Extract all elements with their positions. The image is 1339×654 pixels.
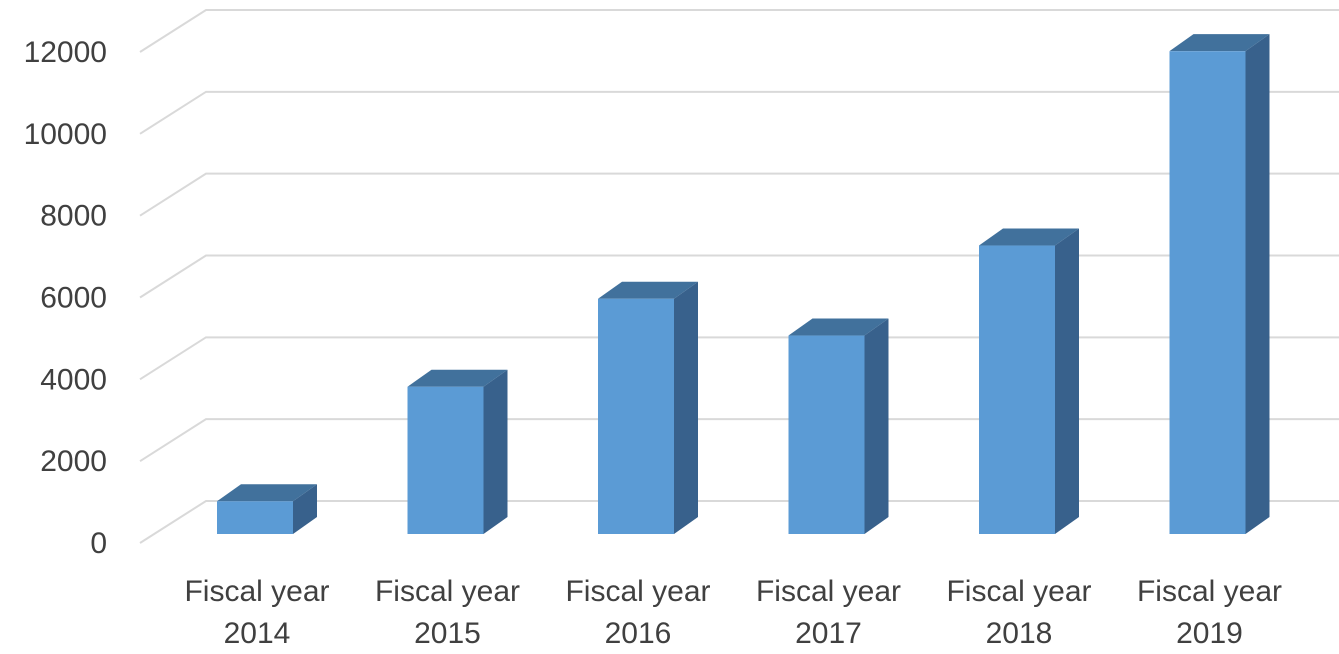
- gridline: [139, 418, 1339, 463]
- gridline: [139, 500, 1339, 544]
- y-tick-label: 6000: [40, 282, 107, 315]
- bar-top: [788, 318, 889, 336]
- bar-top: [979, 228, 1079, 246]
- x-category-label: Fiscal year 2014: [184, 575, 329, 649]
- x-category-label: Fiscal year 2019: [1137, 575, 1282, 649]
- bar-side: [293, 484, 317, 534]
- bar: [979, 228, 1079, 534]
- bar-top: [598, 281, 698, 299]
- bars: [217, 34, 1270, 534]
- bar-side: [483, 369, 508, 534]
- y-tick-label: 0: [90, 527, 107, 560]
- x-category-label: Fiscal year 2016: [565, 575, 710, 649]
- gridline: [139, 9, 1339, 53]
- bar-front: [979, 245, 1055, 534]
- bar: [1169, 34, 1270, 534]
- y-tick-label: 12000: [24, 36, 107, 69]
- bar-front: [1169, 51, 1246, 534]
- bar-side: [864, 318, 889, 534]
- y-tick-label: 2000: [40, 445, 107, 478]
- bar-front: [407, 386, 484, 534]
- y-tick-label: 4000: [40, 363, 107, 396]
- x-category-label: Fiscal year 2018: [946, 575, 1091, 649]
- gridline: [139, 172, 1339, 217]
- bar-front: [217, 501, 293, 534]
- bar-side: [674, 281, 698, 534]
- x-axis-category-labels: Fiscal year 2014 Fiscal year 2015 Fiscal yea…: [184, 575, 1282, 650]
- bar-top: [1169, 34, 1270, 52]
- bar-front: [598, 298, 674, 534]
- x-category-label: Fiscal year 2017: [756, 575, 901, 649]
- y-tick-label: 10000: [24, 118, 107, 151]
- bar: [407, 369, 508, 534]
- bar-side: [1245, 34, 1270, 534]
- gridline: [139, 336, 1339, 381]
- bar: [217, 484, 317, 534]
- bar: [788, 318, 889, 534]
- x-category-label: Fiscal year 2015: [375, 575, 520, 649]
- bar: [598, 281, 698, 534]
- bar-top: [217, 484, 317, 502]
- gridline: [139, 90, 1339, 135]
- y-tick-label: 8000: [40, 200, 107, 233]
- bar-side: [1055, 228, 1079, 534]
- gridline: [139, 254, 1339, 299]
- y-axis-tick-labels: 0 2000 4000 6000 8000 10000 12000: [24, 36, 107, 560]
- bar-front: [788, 335, 865, 534]
- gridlines: [139, 9, 1339, 544]
- bar-top: [407, 369, 508, 387]
